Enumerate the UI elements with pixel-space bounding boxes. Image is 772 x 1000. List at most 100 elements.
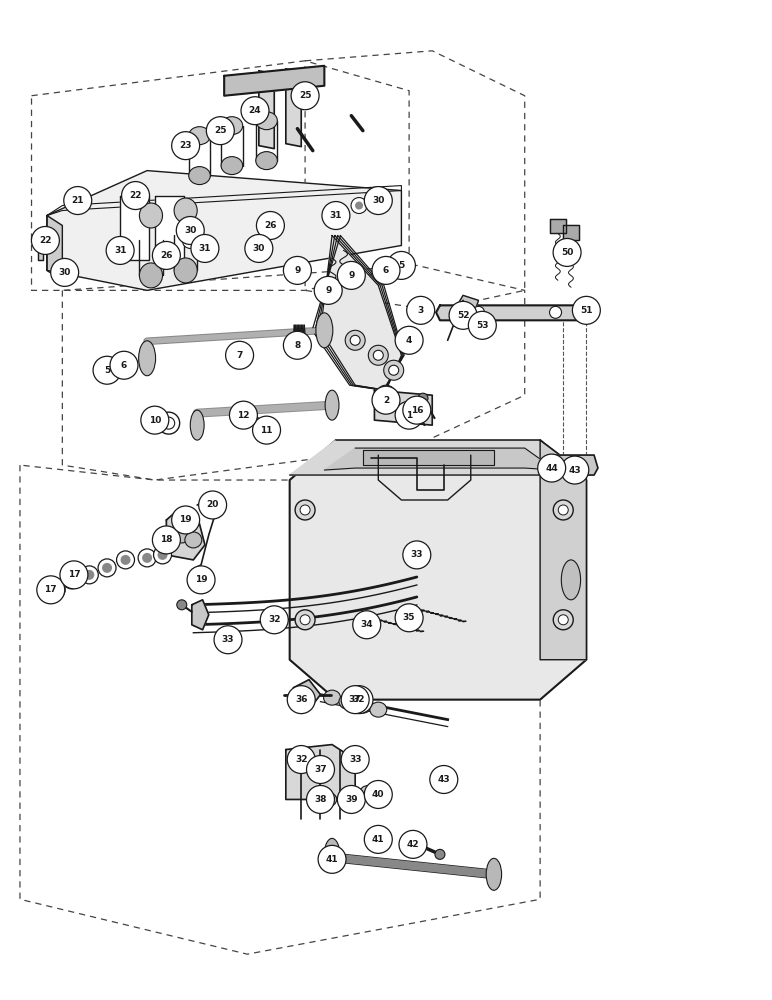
- Text: 24: 24: [249, 106, 261, 115]
- Circle shape: [322, 202, 350, 229]
- Circle shape: [341, 746, 369, 774]
- Text: 10: 10: [149, 416, 161, 425]
- Text: 31: 31: [114, 246, 127, 255]
- Ellipse shape: [339, 694, 356, 709]
- Ellipse shape: [339, 790, 356, 804]
- Circle shape: [191, 234, 219, 262]
- Ellipse shape: [140, 263, 163, 288]
- Text: 9: 9: [325, 286, 331, 295]
- Text: 44: 44: [545, 464, 558, 473]
- Circle shape: [66, 575, 76, 585]
- Text: 25: 25: [299, 91, 311, 100]
- Text: 31: 31: [198, 244, 212, 253]
- Circle shape: [110, 351, 138, 379]
- Ellipse shape: [325, 390, 339, 420]
- Text: 17: 17: [68, 570, 80, 579]
- Ellipse shape: [256, 112, 277, 130]
- Circle shape: [407, 296, 435, 324]
- Circle shape: [32, 226, 59, 254]
- Circle shape: [117, 360, 127, 370]
- Ellipse shape: [185, 532, 201, 548]
- Polygon shape: [436, 305, 594, 320]
- Circle shape: [157, 250, 173, 266]
- Ellipse shape: [173, 527, 190, 543]
- Circle shape: [444, 774, 452, 781]
- Circle shape: [372, 386, 400, 414]
- Ellipse shape: [221, 157, 242, 175]
- Circle shape: [435, 849, 445, 859]
- Circle shape: [440, 770, 455, 785]
- Ellipse shape: [188, 167, 210, 185]
- Circle shape: [368, 345, 388, 365]
- Text: 30: 30: [252, 244, 265, 253]
- Circle shape: [345, 686, 373, 714]
- Circle shape: [403, 541, 431, 569]
- Ellipse shape: [188, 127, 210, 145]
- Text: 52: 52: [457, 311, 469, 320]
- Circle shape: [107, 236, 134, 264]
- Circle shape: [399, 830, 427, 858]
- Circle shape: [101, 365, 111, 375]
- Polygon shape: [224, 66, 324, 96]
- Circle shape: [388, 251, 415, 279]
- Circle shape: [384, 360, 404, 380]
- Text: 3: 3: [418, 306, 424, 315]
- Circle shape: [408, 400, 418, 410]
- Text: 36: 36: [295, 695, 307, 704]
- Circle shape: [186, 236, 195, 244]
- Circle shape: [154, 546, 171, 564]
- Circle shape: [117, 551, 134, 569]
- Circle shape: [337, 785, 365, 813]
- Polygon shape: [293, 680, 320, 710]
- Circle shape: [214, 626, 242, 654]
- Ellipse shape: [221, 117, 242, 135]
- Circle shape: [245, 234, 273, 262]
- Circle shape: [51, 258, 79, 286]
- Text: 21: 21: [72, 196, 84, 205]
- Circle shape: [283, 256, 311, 284]
- Polygon shape: [550, 219, 566, 233]
- Circle shape: [225, 341, 253, 369]
- Ellipse shape: [561, 560, 581, 600]
- Ellipse shape: [174, 198, 197, 223]
- Polygon shape: [363, 450, 494, 465]
- Circle shape: [560, 456, 589, 484]
- Text: 6: 6: [383, 266, 389, 275]
- Circle shape: [252, 416, 280, 444]
- Circle shape: [395, 326, 423, 354]
- Circle shape: [318, 845, 346, 873]
- Circle shape: [51, 585, 61, 595]
- Circle shape: [374, 350, 383, 360]
- Circle shape: [141, 406, 169, 434]
- Text: 41: 41: [326, 855, 338, 864]
- Text: 30: 30: [184, 226, 196, 235]
- Circle shape: [121, 182, 150, 210]
- Text: 43: 43: [568, 466, 581, 475]
- Polygon shape: [290, 440, 587, 475]
- Circle shape: [394, 260, 404, 270]
- Text: 19: 19: [179, 515, 192, 524]
- Text: 18: 18: [160, 535, 173, 544]
- Circle shape: [389, 365, 398, 375]
- Text: 32: 32: [353, 695, 365, 704]
- Circle shape: [395, 401, 423, 429]
- Circle shape: [142, 553, 152, 563]
- Text: 31: 31: [330, 211, 342, 220]
- Circle shape: [182, 232, 198, 248]
- Circle shape: [157, 412, 180, 434]
- Text: 7: 7: [236, 351, 242, 360]
- Text: 16: 16: [411, 406, 423, 415]
- Circle shape: [64, 187, 92, 215]
- Circle shape: [198, 491, 227, 519]
- Circle shape: [395, 604, 423, 632]
- Polygon shape: [167, 510, 205, 560]
- Circle shape: [84, 570, 94, 580]
- Text: 23: 23: [179, 141, 192, 150]
- Text: 8: 8: [294, 341, 300, 350]
- Ellipse shape: [256, 152, 277, 170]
- Circle shape: [381, 265, 390, 275]
- Circle shape: [558, 505, 568, 515]
- Circle shape: [314, 276, 342, 304]
- Text: 53: 53: [476, 321, 489, 330]
- Text: 30: 30: [372, 196, 384, 205]
